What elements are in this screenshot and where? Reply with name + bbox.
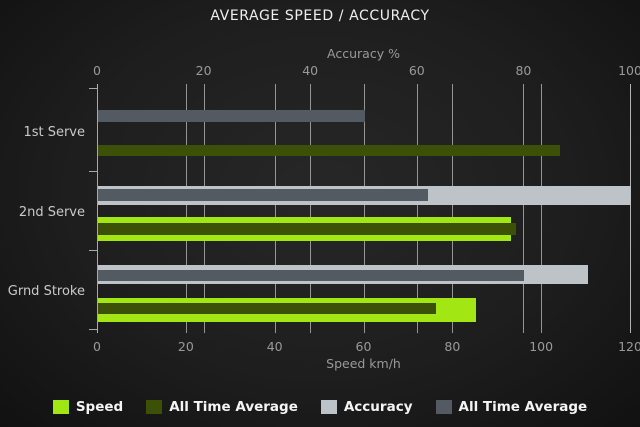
accuracy-swatch-icon (320, 400, 337, 414)
category-label-1st-serve: 1st Serve (23, 125, 85, 140)
accuracy-tick-label: 40 (302, 63, 319, 78)
bottom-axis-label: Speed km/h (326, 356, 401, 371)
speed-tick-label: 20 (177, 339, 194, 354)
gridline (185, 84, 187, 333)
legend-label: All Time Average (458, 399, 588, 415)
legend-label: Accuracy (343, 399, 413, 415)
legend-item-accuracy: Accuracy (320, 399, 413, 415)
gridline (452, 84, 454, 333)
y-axis-tick (89, 329, 97, 330)
speed-tick-label: 100 (529, 339, 554, 354)
bar-accuracy-alltime-1st-serve (98, 110, 365, 122)
legend-label: Speed (75, 399, 124, 415)
gridline (363, 84, 365, 333)
bar-speed-alltime-grnd-stroke (98, 303, 436, 314)
y-axis-tick (89, 88, 97, 89)
bar-speed-alltime-2nd-serve (98, 223, 516, 235)
accuracy-tick-label: 20 (195, 63, 212, 78)
legend: Speed All Time Average Accuracy All Time… (0, 398, 640, 416)
y-axis-tick (89, 250, 97, 251)
legend-item-speed-alltime: All Time Average (146, 399, 298, 415)
gridline (416, 84, 418, 333)
gridline (203, 84, 205, 333)
gridline (541, 84, 543, 333)
plot-area (97, 84, 631, 333)
legend-label: All Time Average (169, 399, 298, 415)
gridline (310, 84, 312, 333)
accuracy-tick-label: 80 (515, 63, 532, 78)
gridline (523, 84, 525, 333)
accuracy-tick-label: 60 (408, 63, 425, 78)
bar-speed-alltime-1st-serve (98, 145, 560, 156)
speed-tick-label: 120 (618, 339, 640, 354)
accuracy-alltime-swatch-icon (435, 400, 452, 414)
bottom-axis-ticks: 0 20 40 60 80 100 120 (93, 339, 640, 354)
accuracy-tick-label: 100 (618, 63, 640, 78)
accuracy-tick-label: 0 (93, 63, 101, 78)
category-label-grnd-stroke: Grnd Stroke (7, 284, 85, 299)
category-label-2nd-serve: 2nd Serve (18, 205, 85, 220)
y-axis-tick (89, 171, 97, 172)
bar-accuracy-alltime-grnd-stroke (98, 270, 525, 281)
top-axis-ticks: 0 20 40 60 80 100 (93, 63, 640, 78)
gridline (274, 84, 276, 333)
speed-tick-label: 80 (444, 339, 461, 354)
y-axis-line (97, 88, 98, 329)
speed-tick-label: 0 (93, 339, 101, 354)
speed-swatch-icon (52, 400, 69, 414)
legend-item-accuracy-alltime: All Time Average (435, 399, 588, 415)
bar-accuracy-alltime-2nd-serve (98, 189, 429, 201)
speed-tick-label: 60 (355, 339, 372, 354)
chart-title: AVERAGE SPEED / ACCURACY (210, 8, 430, 24)
speed-alltime-swatch-icon (146, 400, 163, 414)
top-axis-label: Accuracy % (327, 46, 400, 61)
legend-item-speed: Speed (52, 399, 124, 415)
speed-tick-label: 40 (266, 339, 283, 354)
gridline (630, 84, 631, 333)
